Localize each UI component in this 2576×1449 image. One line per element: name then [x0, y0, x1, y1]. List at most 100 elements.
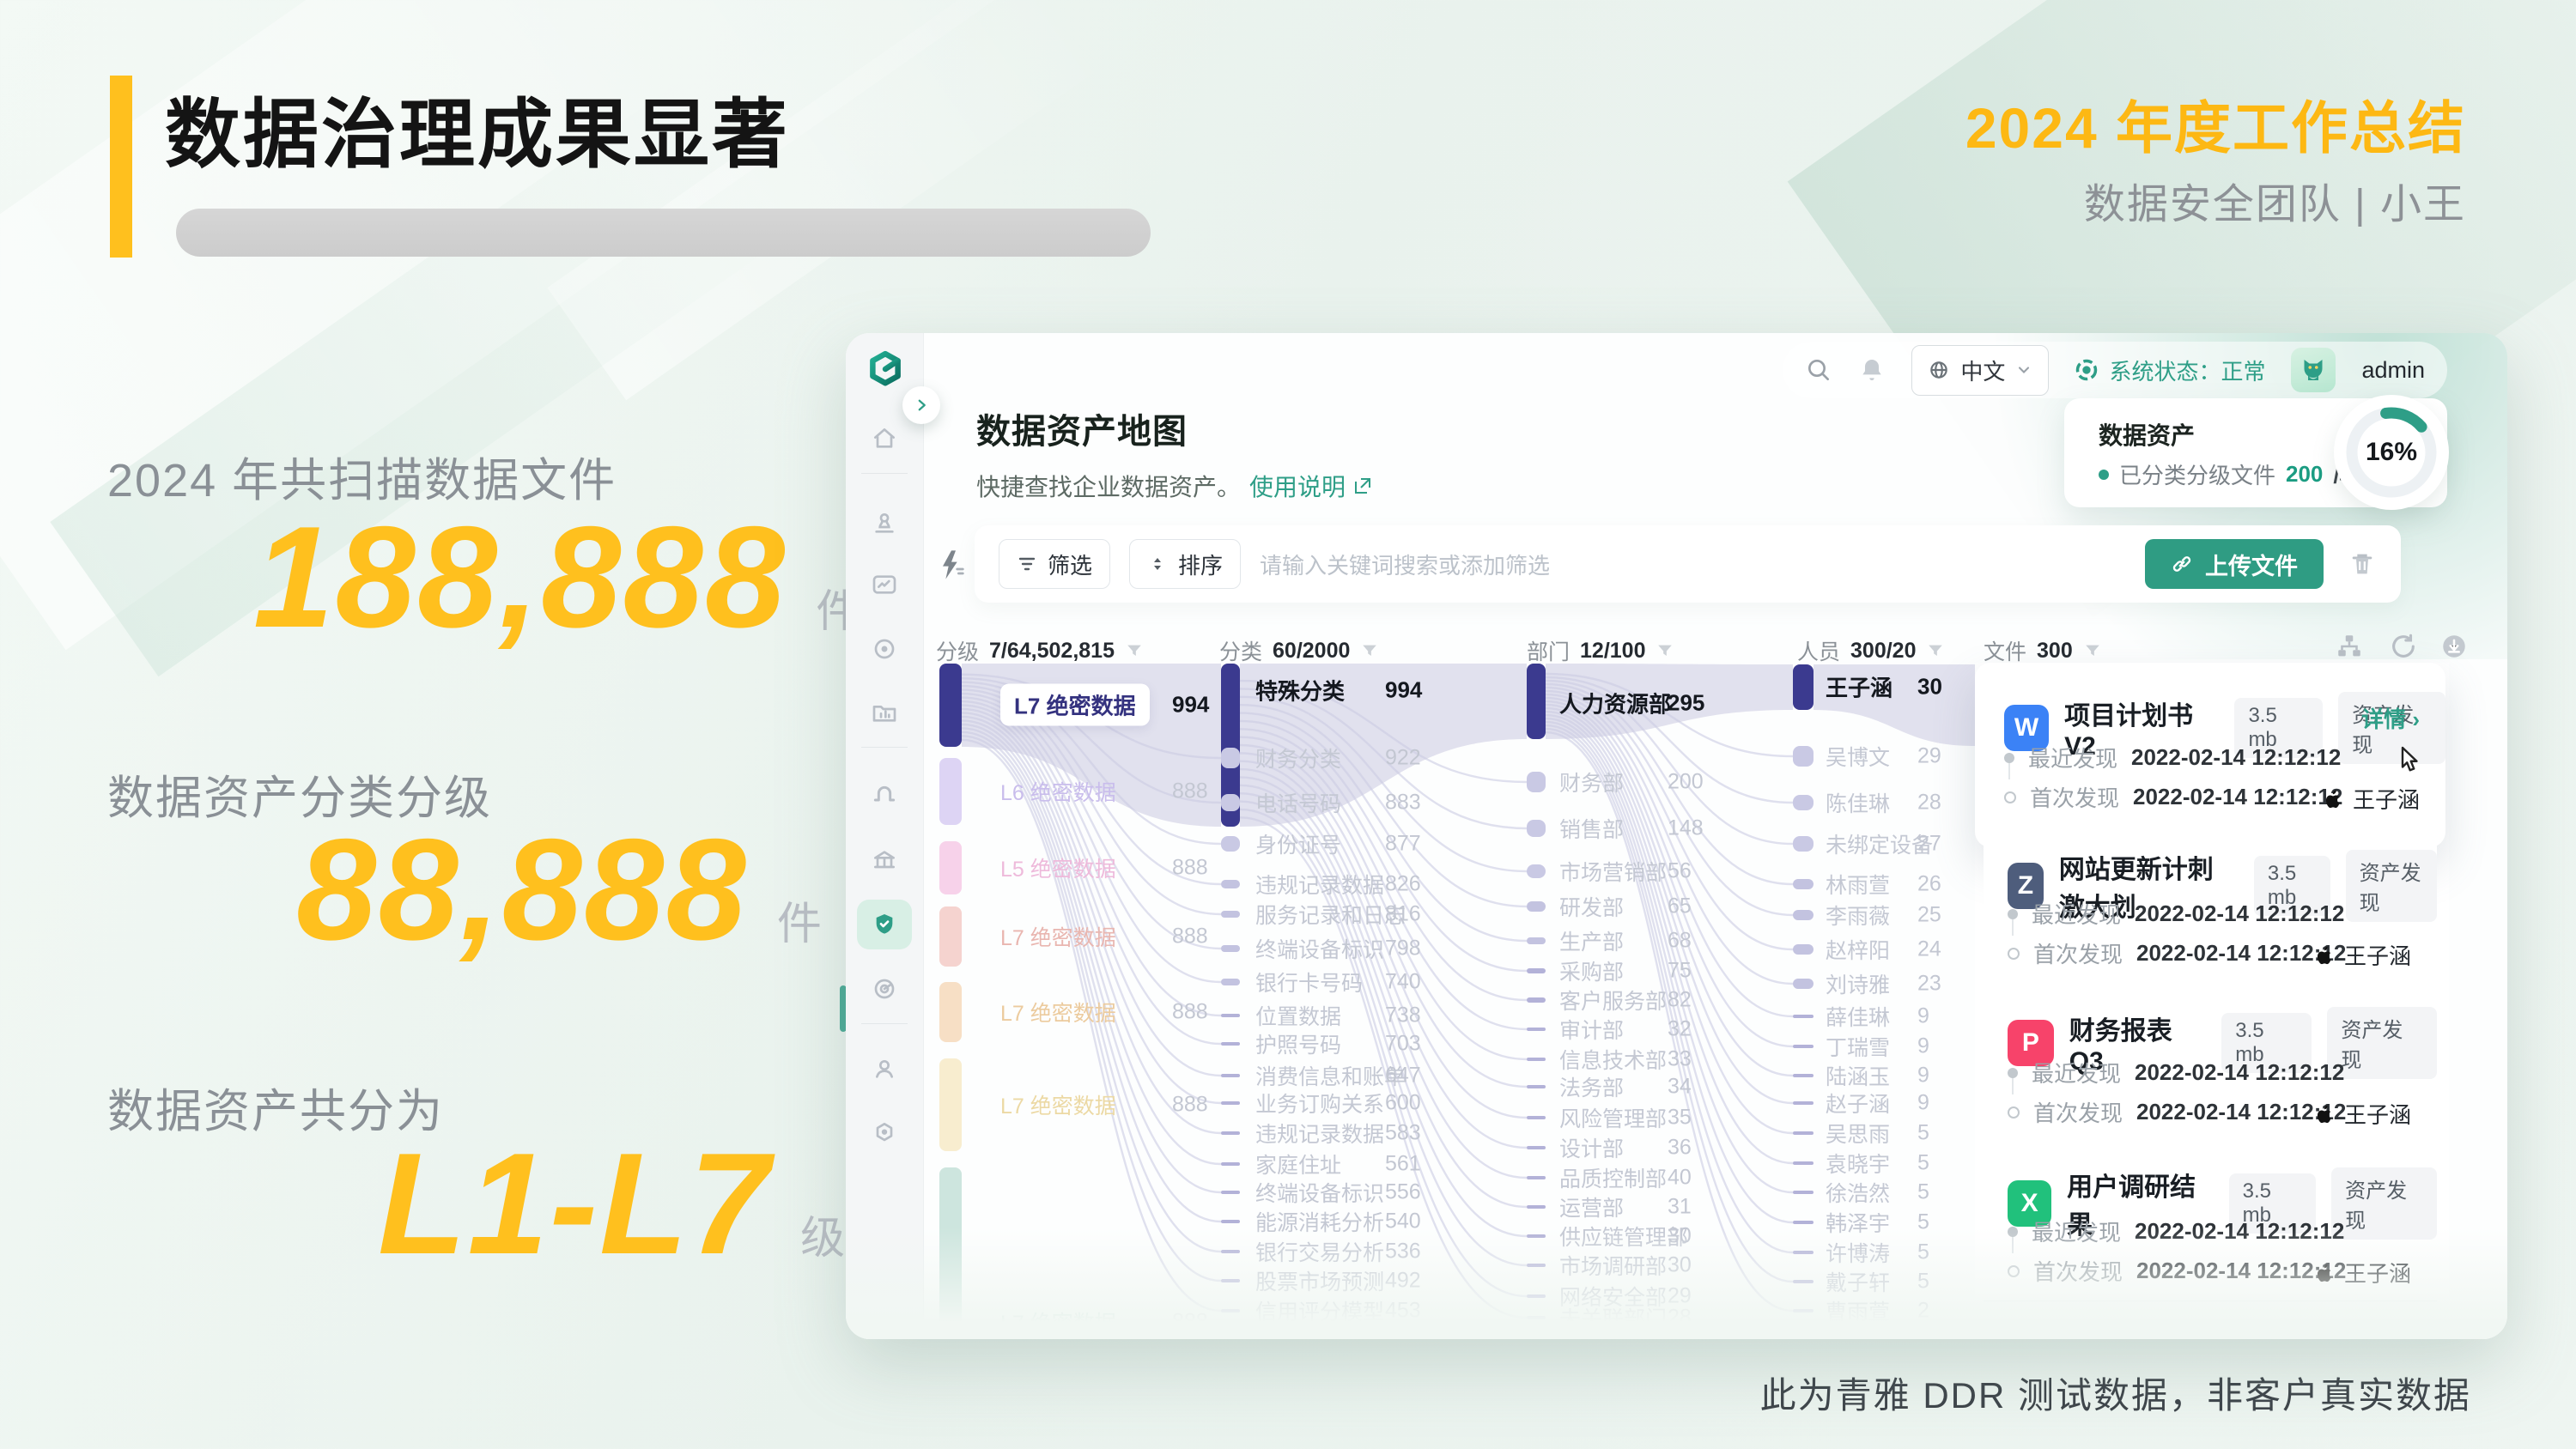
sidebar-item-flow-icon[interactable] [857, 768, 912, 818]
sankey-label[interactable]: 业务订购关系 [1255, 1093, 1385, 1117]
file-card-zip[interactable]: Z 网站更新计刺激大划 3.5 mb 资产发现 最近发现 2022-02-14 12:12… [1984, 824, 2437, 983]
sankey-label[interactable]: 能源消耗分析 [1255, 1211, 1385, 1235]
sankey-node-person[interactable] [1793, 944, 1814, 955]
sankey-label[interactable]: 人力资源部 [1559, 691, 1672, 718]
sidebar-item-target-icon[interactable] [857, 964, 912, 1014]
sankey-label[interactable]: 陆涵玉 [1826, 1065, 1891, 1089]
sankey-label[interactable]: 研发部 [1559, 896, 1625, 920]
sort-button[interactable]: 排序 [1129, 539, 1242, 589]
sankey-label[interactable]: 位置数据 [1255, 1005, 1342, 1029]
sankey-label[interactable]: 网络安全部 [1559, 1286, 1668, 1310]
sankey-label[interactable]: 银行交易分析 [1255, 1241, 1385, 1265]
sankey-label[interactable]: 赵梓阳 [1826, 939, 1891, 963]
sankey-label[interactable]: 供应链管理部 [1559, 1226, 1689, 1250]
sankey-label[interactable]: 信息技术部 [1559, 1049, 1668, 1073]
sankey-label[interactable]: 市场调研部 [1559, 1255, 1668, 1279]
sankey-label[interactable]: 电话号码 [1255, 792, 1342, 816]
sankey-node-person[interactable] [1793, 979, 1814, 989]
sankey-label[interactable]: 销售部 [1559, 818, 1625, 842]
sankey-node-person[interactable] [1793, 1280, 1814, 1283]
sankey-label[interactable]: 韩泽宇 [1826, 1212, 1891, 1236]
sankey-node-category[interactable] [1221, 1309, 1240, 1313]
sankey-label[interactable]: 吴思雨 [1826, 1123, 1891, 1147]
sankey-node-person[interactable] [1793, 1221, 1814, 1224]
notification-bell-icon[interactable] [1858, 356, 1886, 384]
detail-link[interactable]: 详情 › [2361, 706, 2420, 732]
sankey-label[interactable]: 林雨萱 [1826, 874, 1891, 898]
file-card-excel[interactable]: X 用户调研结果 3.5 mb 资产发现 最近发现 2022-02-14 12:12:12… [1984, 1142, 2437, 1300]
sankey-node-department[interactable] [1527, 937, 1546, 944]
sankey-label[interactable]: 陈佳琳 [1826, 792, 1891, 816]
sankey-node-category[interactable] [1221, 1101, 1240, 1105]
sankey-label[interactable]: 设计部 [1559, 1137, 1625, 1161]
sankey-label[interactable]: 刘诗雅 [1826, 973, 1891, 997]
sankey-node-category[interactable] [1221, 1220, 1240, 1223]
sankey-label[interactable]: 财务部 [1559, 772, 1625, 796]
sankey-node-level[interactable] [939, 906, 962, 967]
sankey-node-person[interactable] [1793, 664, 1814, 710]
hierarchy-view-icon[interactable] [2335, 632, 2364, 661]
sankey-node-level[interactable] [939, 664, 962, 747]
sankey-node-person[interactable] [1793, 1309, 1814, 1313]
sankey-node-category[interactable] [1221, 1131, 1240, 1135]
sankey-label[interactable]: L7 绝密数据 [1000, 926, 1116, 950]
sankey-label[interactable]: 品质控制部 [1559, 1167, 1668, 1191]
sankey-label[interactable]: 家庭住址 [1255, 1154, 1342, 1178]
sankey-label[interactable]: 终端设备标识 [1255, 938, 1385, 962]
sankey-node-level[interactable] [939, 1167, 962, 1334]
sankey-node-department[interactable] [1527, 772, 1546, 792]
sankey-label[interactable]: 李雨薇 [1826, 905, 1891, 929]
sankey-node-level[interactable] [939, 841, 962, 894]
sankey-node-person[interactable] [1793, 1161, 1814, 1165]
sankey-label[interactable]: 身份证号 [1255, 834, 1342, 858]
sankey-node-category[interactable] [1221, 880, 1240, 888]
sankey-node-person[interactable] [1793, 1101, 1814, 1105]
sidebar-item-chart-icon[interactable] [857, 560, 912, 609]
sankey-node-department[interactable] [1527, 1176, 1546, 1179]
sankey-node-category[interactable] [1221, 1279, 1240, 1282]
sankey-label[interactable]: L5 绝密数据 [1000, 858, 1116, 882]
sankey-node-person[interactable] [1793, 1251, 1814, 1254]
sankey-node-category[interactable] [1221, 945, 1240, 952]
sankey-node-department[interactable] [1527, 1028, 1546, 1031]
sankey-node-person[interactable] [1793, 1074, 1814, 1077]
sankey-label[interactable]: 戴子轩 [1826, 1271, 1891, 1295]
sankey-label[interactable]: 法务部 [1559, 1076, 1625, 1100]
scroll-indicator[interactable] [840, 985, 847, 1032]
sankey-label[interactable]: 市场营销部 [1559, 861, 1668, 885]
search-input[interactable]: 请输入关键词搜索或添加筛选 [1260, 552, 1551, 579]
sankey-label[interactable]: L7 绝密数据 [1000, 1002, 1116, 1026]
sankey-label[interactable]: 终端设备标识 [1255, 1182, 1385, 1206]
sankey-label[interactable]: 审计部 [1559, 1019, 1625, 1043]
sankey-node-level[interactable] [939, 1058, 962, 1151]
sankey-label[interactable]: 未绑定设备 [1826, 834, 1934, 858]
sankey-node-category[interactable] [1221, 1162, 1240, 1166]
sankey-node-category[interactable] [1221, 1191, 1240, 1194]
sankey-label[interactable]: 运营部 [1559, 1197, 1625, 1221]
sankey-label[interactable]: 王子涵 [1826, 675, 1893, 701]
sidebar-item-home-icon[interactable] [857, 414, 912, 464]
column-header-部门[interactable]: 部门 12/100 [1527, 635, 1674, 666]
sankey-label[interactable]: L7 绝密数据 [1000, 1312, 1116, 1336]
sankey-node-department[interactable] [1527, 1234, 1546, 1238]
sankey-node-department[interactable] [1527, 1316, 1546, 1319]
sankey-label[interactable]: 服务记录和日志 [1255, 904, 1406, 928]
sankey-node-department[interactable] [1527, 864, 1546, 878]
sankey-label[interactable]: 违规记录数据 [1255, 874, 1385, 898]
sankey-node-department[interactable] [1527, 968, 1546, 973]
trash-icon[interactable] [2348, 549, 2377, 579]
file-card-word[interactable]: W 项目计划书V2 3.5 mb 资产发现 详情 › 最近发现 2022-02-14 12:… [1975, 663, 2445, 847]
sankey-node-person[interactable] [1793, 836, 1814, 852]
sankey-label[interactable]: 曹雨萱 [1826, 1300, 1891, 1325]
sankey-label[interactable]: 吴博文 [1826, 746, 1891, 770]
sankey-node-person[interactable] [1793, 1045, 1814, 1048]
sankey-node-person[interactable] [1793, 1015, 1814, 1018]
sankey-node-person[interactable] [1793, 746, 1814, 767]
column-header-分级[interactable]: 分级 7/64,502,815 [936, 635, 1144, 666]
sankey-node-department[interactable] [1527, 901, 1546, 912]
quick-action-icon[interactable] [934, 546, 969, 584]
sankey-node-department[interactable] [1527, 1058, 1546, 1061]
sankey-node-department[interactable] [1527, 1085, 1546, 1088]
sankey-label[interactable]: 财务分类 [1255, 748, 1342, 772]
sankey-label[interactable]: 违规记录数据 [1255, 1123, 1385, 1147]
